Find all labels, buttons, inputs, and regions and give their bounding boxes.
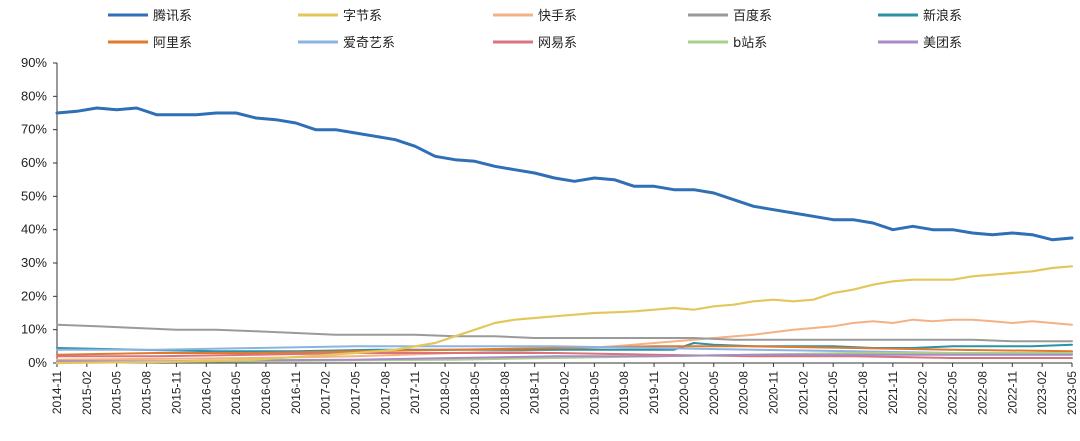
x-tick-label: 2020-11 — [766, 371, 780, 414]
legend-label: 阿里系 — [153, 36, 192, 51]
x-tick-label: 2017-11 — [408, 371, 422, 414]
series-line-3 — [56, 318, 1073, 361]
x-tick-label: 2018-02 — [438, 371, 452, 415]
x-tick-label: 2018-08 — [498, 371, 512, 415]
x-tick-label: 2015-08 — [140, 371, 154, 415]
legend-label: 新浪系 — [923, 8, 962, 24]
x-tick-label: 2022-05 — [946, 371, 960, 415]
x-tick-label: 2015-05 — [110, 371, 124, 415]
axes — [56, 63, 1072, 364]
legend-label: 腾讯系 — [153, 8, 192, 24]
y-tick-label: 60% — [21, 155, 47, 170]
x-tick-label: 2015-11 — [169, 371, 183, 414]
x-tick-label: 2016-08 — [259, 371, 273, 415]
legend-label: 快手系 — [538, 9, 577, 24]
y-tick-label: 50% — [21, 188, 47, 203]
series-line-1 — [55, 106, 1074, 242]
x-tick-label: 2019-05 — [587, 371, 601, 415]
x-tick-label: 2019-08 — [617, 371, 631, 415]
x-tick-label: 2015-02 — [80, 371, 94, 415]
x-tick-label: 2021-08 — [856, 371, 870, 415]
x-tick-label: 2022-02 — [916, 371, 930, 415]
series-line-2 — [55, 265, 1074, 365]
legend-label: 美团系 — [923, 36, 962, 51]
y-tick-labels: 0% 10% 20% 30% 40% 50% 60% 70% 80% 90% — [21, 55, 57, 370]
x-tick-label: 2019-02 — [558, 371, 572, 415]
x-tick-label: 2023-02 — [1035, 371, 1049, 415]
x-tick-label: 2017-05 — [349, 371, 363, 415]
legend-label: b站系 — [733, 36, 767, 51]
x-tick-label: 2016-05 — [229, 371, 243, 415]
legend-label: 爱奇艺系 — [343, 35, 395, 51]
y-tick-label: 0% — [28, 355, 47, 370]
x-tick-label: 2018-05 — [468, 371, 482, 415]
y-tick-label: 30% — [21, 255, 47, 270]
y-tick-label: 80% — [21, 88, 47, 103]
x-tick-label: 2020-02 — [677, 371, 691, 415]
x-tick-label: 2014-11 — [50, 371, 64, 414]
x-tick-label: 2021-02 — [796, 371, 810, 415]
x-tick-label: 2020-08 — [737, 371, 751, 415]
series-line-8 — [56, 352, 1073, 359]
y-tick-label: 70% — [21, 122, 47, 137]
legend-label: 字节系 — [343, 9, 382, 24]
series-line-5 — [56, 342, 1073, 353]
x-tick-label: 2016-02 — [199, 371, 213, 415]
x-tick-label: 2021-05 — [826, 371, 840, 415]
x-tick-label: 2017-08 — [378, 371, 392, 415]
series-line-7 — [56, 345, 1073, 354]
series-line-4 — [56, 323, 1073, 343]
legend-label: 网易系 — [538, 36, 577, 51]
x-tick-label: 2022-11 — [1005, 371, 1019, 414]
x-tick-label: 2020-05 — [707, 371, 721, 415]
y-tick-label: 90% — [21, 55, 47, 70]
x-tick-label: 2022-08 — [975, 371, 989, 415]
x-tick-label: 2021-11 — [886, 371, 900, 414]
x-tick-label: 2023-05 — [1065, 371, 1079, 415]
series-lines — [55, 106, 1074, 365]
y-tick-label: 40% — [21, 222, 47, 237]
y-tick-label: 20% — [21, 288, 47, 303]
x-tick-label: 2017-02 — [319, 371, 333, 415]
legend-label: 百度系 — [733, 8, 772, 24]
x-tick-label: 2016-11 — [289, 371, 303, 414]
x-tick-label: 2019-11 — [647, 371, 661, 414]
series-line-6 — [56, 345, 1073, 356]
x-tick-label: 2018-11 — [528, 371, 542, 414]
x-tick-labels: 2014-11 2015-02 2015-05 2015-08 2015-11 2016-… — [50, 363, 1079, 415]
y-tick-label: 10% — [21, 322, 47, 337]
